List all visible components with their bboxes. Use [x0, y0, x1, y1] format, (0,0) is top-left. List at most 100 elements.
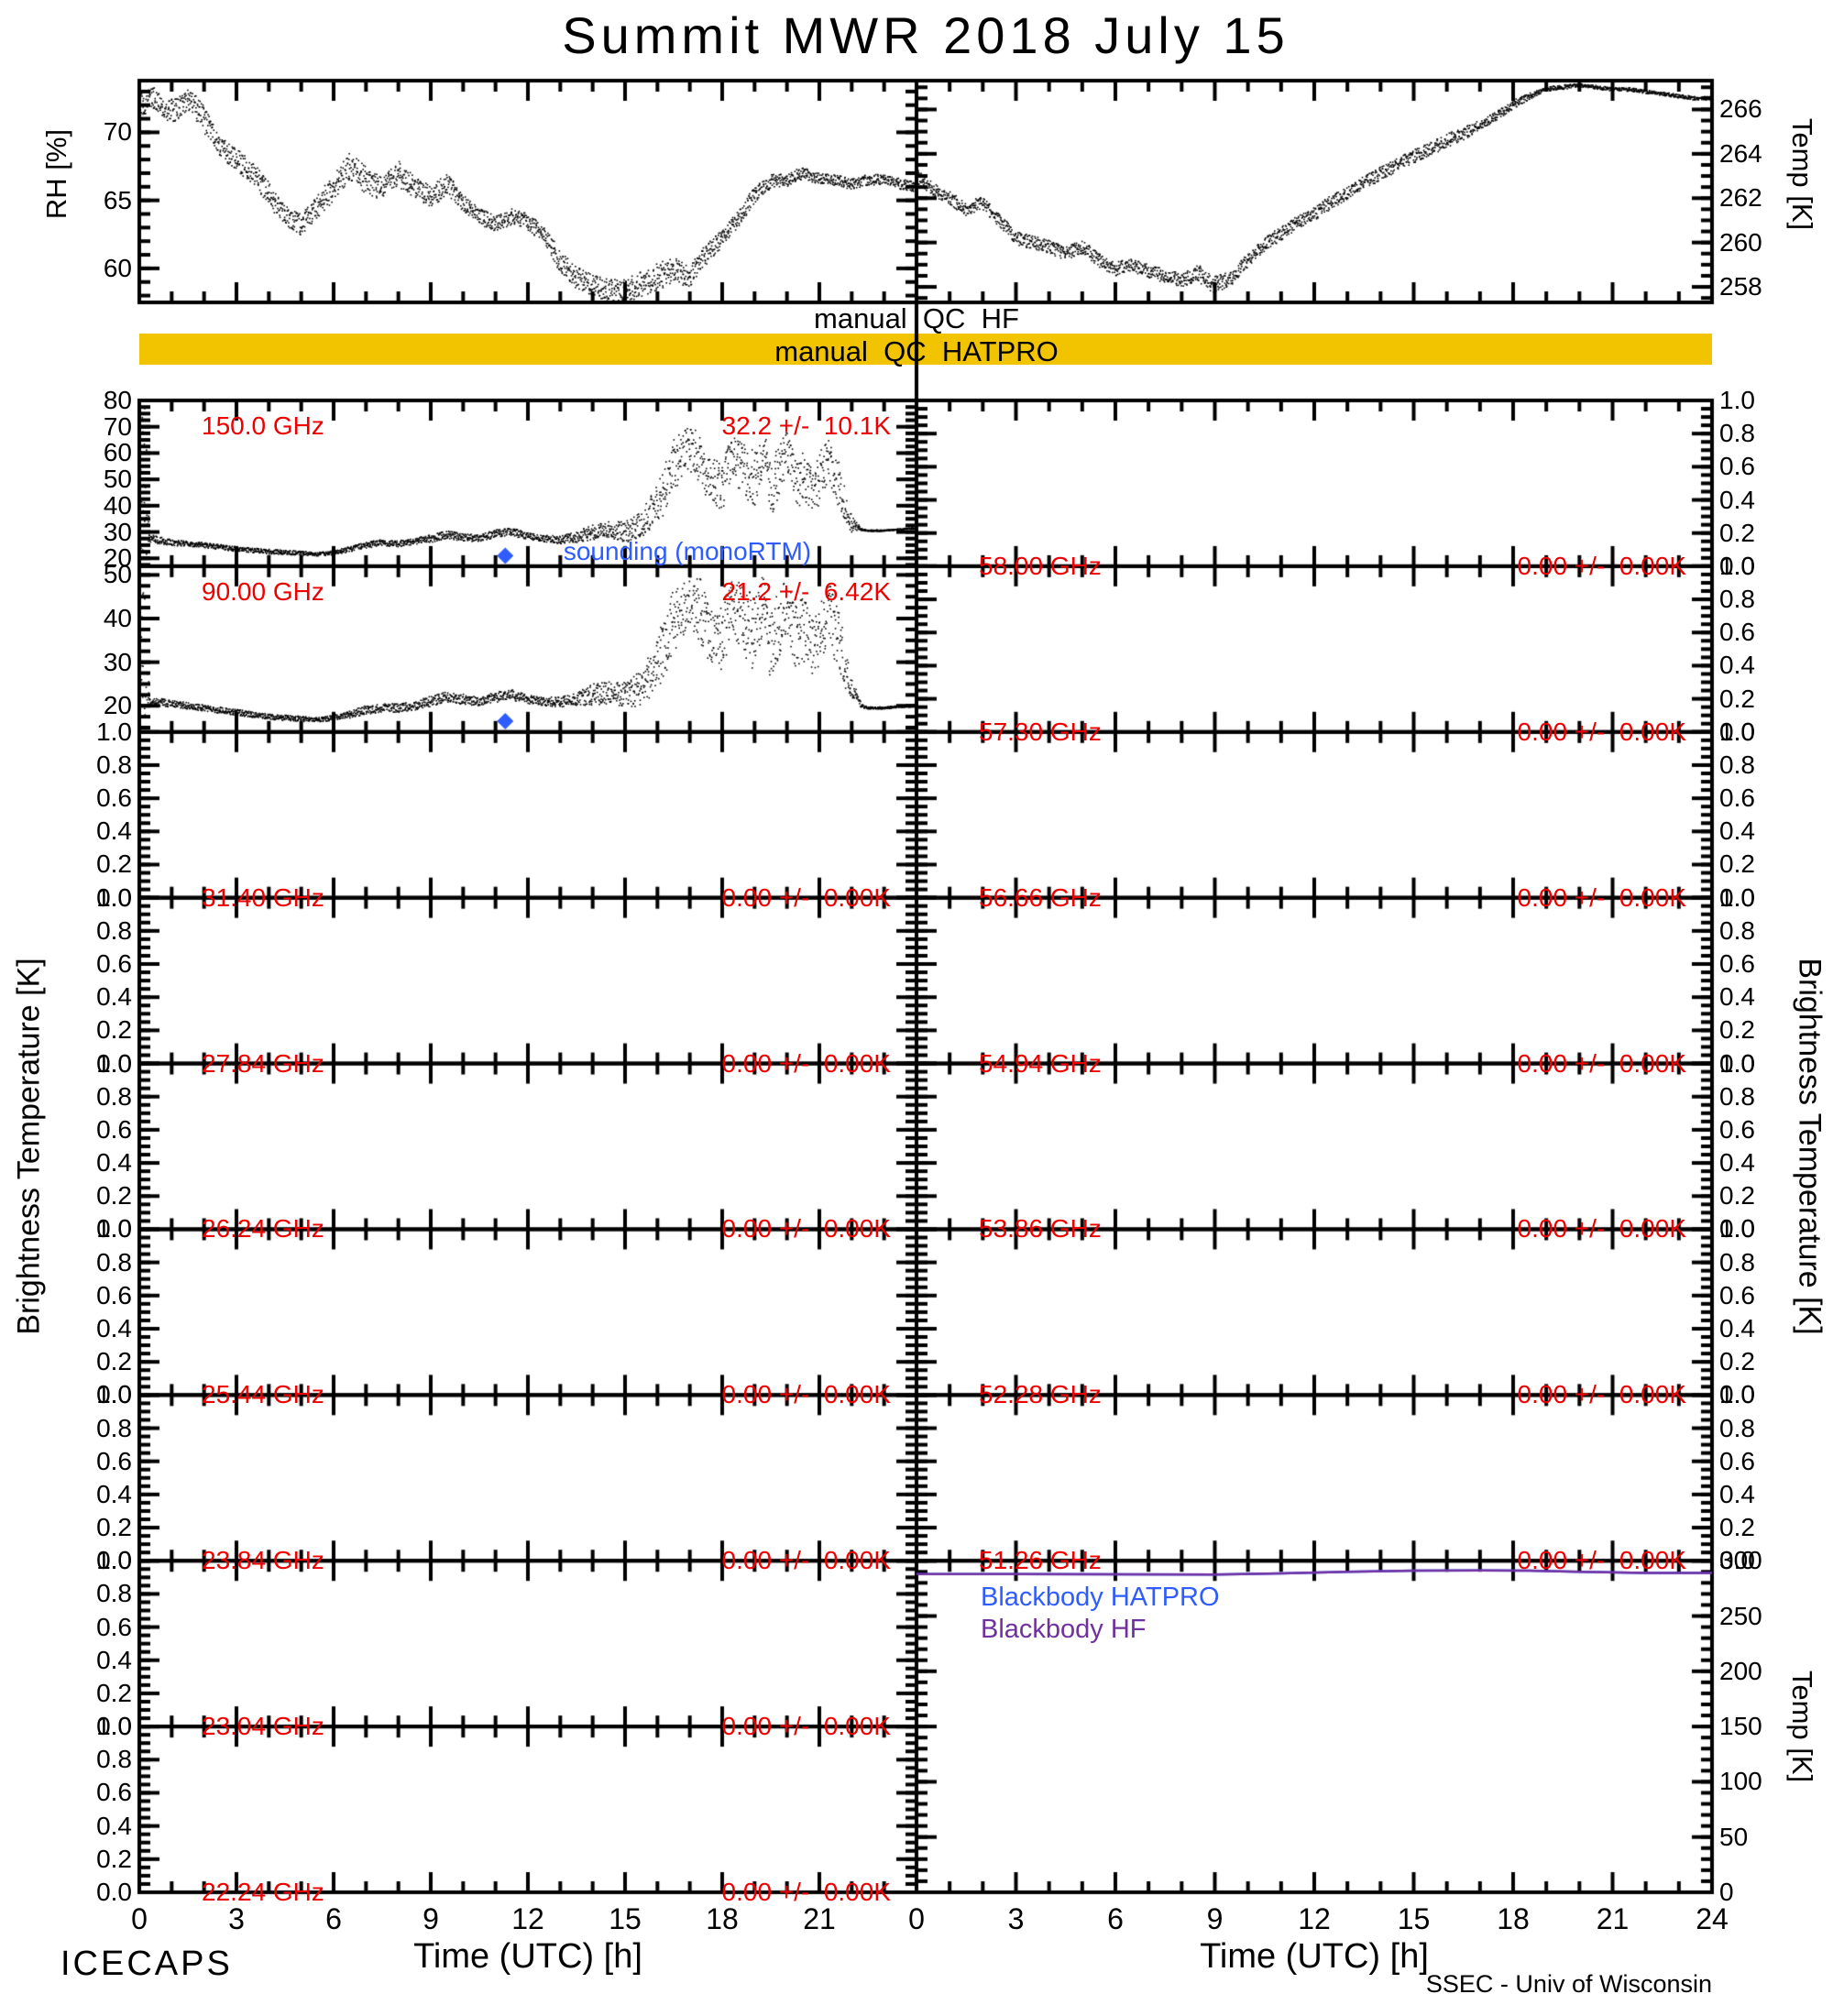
- x-tick-label: 9: [423, 1902, 439, 1935]
- y-tick-label: 0.4: [1719, 982, 1755, 1012]
- y-tick-label: 0.0: [96, 1214, 132, 1244]
- legend-item: Blackbody HF: [981, 1615, 1147, 1645]
- temp-axis-title-blackbody: Temp [K]: [1786, 1670, 1818, 1783]
- temp-axis-title-top: Temp [K]: [1786, 117, 1818, 231]
- x-tick-label: 21: [803, 1902, 836, 1935]
- x-tick-label: 9: [1206, 1902, 1224, 1935]
- y-tick-label: 0.4: [96, 1313, 132, 1342]
- y-tick-label: 0.2: [1719, 518, 1755, 547]
- freq-label: 90.00 GHz: [202, 576, 324, 606]
- stats-label: 0.00 +/- 0.00K: [1517, 1546, 1686, 1575]
- y-tick-label: 0.8: [96, 1413, 132, 1442]
- y-tick-label: 100: [1719, 1767, 1762, 1796]
- x-tick-label: 24: [1696, 1902, 1729, 1935]
- y-tick-label: 60: [103, 438, 132, 467]
- y-tick-label: 1.0: [1719, 1048, 1755, 1078]
- stats-label: 21.2 +/- 6.42K: [721, 576, 891, 606]
- y-tick-label: 70: [103, 411, 132, 441]
- y-tick-label: 0.8: [1719, 419, 1755, 448]
- y-tick-label: 60: [103, 253, 132, 282]
- y-tick-label: 0.8: [96, 1745, 132, 1774]
- y-tick-label: 0: [1719, 1878, 1734, 1906]
- y-tick-label: 80: [103, 386, 132, 414]
- y-tick-label: 300: [1719, 1546, 1762, 1575]
- y-tick-label: 0.4: [96, 982, 132, 1012]
- left-axis-title: Brightness Temperature [K]: [11, 958, 47, 1335]
- y-tick-label: 0.0: [1719, 882, 1755, 912]
- x-tick-label: 18: [706, 1902, 739, 1935]
- y-tick-label: 0.4: [1719, 1148, 1755, 1178]
- y-tick-label: 0.6: [96, 1280, 132, 1309]
- rh-axis-title: RH [%]: [40, 128, 72, 220]
- y-tick-label: 0.8: [96, 750, 132, 779]
- stats-label: 32.2 +/- 10.1K: [721, 411, 891, 440]
- y-tick-label: 0.6: [1719, 452, 1755, 481]
- y-tick-label: 0.0: [1719, 717, 1755, 746]
- y-tick-label: 1.0: [1719, 882, 1755, 912]
- y-tick-label: 0.2: [1719, 1347, 1755, 1376]
- y-tick-label: 0.2: [1719, 1513, 1755, 1542]
- y-tick-label: 0.8: [96, 1081, 132, 1111]
- y-tick-label: 0.6: [1719, 618, 1755, 647]
- y-tick-label: 0.6: [96, 949, 132, 979]
- y-tick-label: 20: [103, 543, 132, 573]
- stats-label: 0.00 +/- 0.00K: [721, 1878, 891, 1906]
- stats-label: 0.00 +/- 0.00K: [1517, 882, 1686, 912]
- x-tick-label: 3: [1007, 1902, 1025, 1935]
- y-tick-label: 0.2: [1719, 684, 1755, 713]
- x-tick-label: 0: [908, 1902, 925, 1935]
- qc-hf-label: manual QC HF: [814, 302, 1019, 334]
- y-tick-label: 40: [103, 490, 132, 520]
- y-tick-label: 30: [103, 517, 132, 546]
- y-tick-label: 1.0: [96, 717, 132, 746]
- y-tick-label: 0.6: [1719, 783, 1755, 813]
- x-tick-label: 6: [325, 1902, 342, 1935]
- qc-hatpro-label: manual QC HATPRO: [774, 335, 1059, 367]
- stats-label: 0.00 +/- 0.00K: [1517, 1380, 1686, 1409]
- freq-label: 56.66 GHz: [979, 882, 1102, 912]
- y-tick-label: 0.8: [1719, 750, 1755, 779]
- x-tick-label: 15: [609, 1902, 642, 1935]
- y-tick-label: 1.0: [96, 1712, 132, 1741]
- y-tick-label: 0.4: [96, 1148, 132, 1178]
- freq-label: 53.86 GHz: [979, 1214, 1102, 1244]
- y-tick-label: 262: [1719, 183, 1762, 213]
- stats-label: 0.00 +/- 0.00K: [1517, 1214, 1686, 1244]
- y-tick-label: 20: [103, 691, 132, 720]
- time-axis-title-left: Time (UTC) [h]: [413, 1937, 642, 1976]
- y-tick-label: 0.8: [1719, 585, 1755, 614]
- right-axis-title: Brightness Temperature [K]: [1792, 958, 1828, 1335]
- y-tick-label: 0.6: [96, 1778, 132, 1807]
- y-tick-label: 0.2: [96, 1181, 132, 1211]
- y-tick-label: 0.8: [1719, 1413, 1755, 1442]
- y-tick-label: 50: [103, 465, 132, 494]
- y-tick-label: 0.8: [1719, 1247, 1755, 1276]
- stats-label: 0.00 +/- 0.00K: [721, 1546, 891, 1575]
- x-tick-label: 15: [1397, 1902, 1431, 1935]
- stats-label: 0.00 +/- 0.00K: [1517, 717, 1686, 746]
- y-tick-label: 0.8: [96, 1247, 132, 1276]
- freq-label: 54.94 GHz: [979, 1048, 1102, 1078]
- y-tick-label: 0.8: [1719, 915, 1755, 945]
- y-tick-label: 0.4: [96, 1479, 132, 1508]
- y-tick-label: 0.2: [96, 1347, 132, 1376]
- y-tick-label: 50: [103, 560, 132, 589]
- x-tick-label: 21: [1596, 1902, 1630, 1935]
- y-tick-label: 260: [1719, 227, 1762, 257]
- freq-label: 51.26 GHz: [979, 1546, 1102, 1575]
- y-tick-label: 0.0: [96, 1546, 132, 1575]
- y-tick-label: 0.4: [96, 1645, 132, 1674]
- y-tick-label: 0.6: [96, 1446, 132, 1475]
- y-tick-label: 0.6: [1719, 1280, 1755, 1309]
- x-tick-label: 0: [131, 1902, 148, 1935]
- y-tick-label: 0.2: [1719, 1181, 1755, 1211]
- project-label: ICECAPS: [60, 1945, 233, 1983]
- y-tick-label: 1.0: [96, 1214, 132, 1244]
- freq-label: 23.84 GHz: [202, 1546, 324, 1575]
- y-tick-label: 0.4: [96, 816, 132, 846]
- y-tick-label: 0.6: [96, 1612, 132, 1641]
- y-tick-label: 0.4: [96, 1811, 132, 1840]
- y-tick-label: 1.0: [1719, 1380, 1755, 1409]
- y-tick-label: 1.0: [1719, 551, 1755, 580]
